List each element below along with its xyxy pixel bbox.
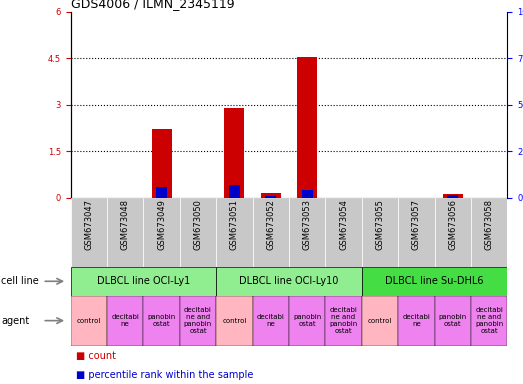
Text: DLBCL line OCI-Ly1: DLBCL line OCI-Ly1	[97, 276, 190, 286]
Bar	[289, 198, 325, 267]
Text: GSM673048: GSM673048	[121, 199, 130, 250]
Bar	[107, 296, 143, 346]
Bar	[362, 296, 398, 346]
Text: control: control	[76, 318, 101, 324]
Bar	[398, 198, 435, 267]
Bar	[471, 296, 507, 346]
Text: decitabi
ne and
panobin
ostat: decitabi ne and panobin ostat	[329, 307, 358, 334]
Bar	[398, 296, 435, 346]
Text: decitabi
ne: decitabi ne	[402, 314, 430, 327]
Bar	[362, 198, 398, 267]
Bar	[265, 196, 276, 198]
Text: GSM673052: GSM673052	[266, 199, 275, 250]
Bar	[143, 198, 180, 267]
Text: agent: agent	[1, 316, 29, 326]
Bar	[224, 108, 244, 198]
Text: GSM673055: GSM673055	[376, 199, 384, 250]
Bar	[261, 193, 281, 198]
Bar	[216, 198, 253, 267]
Text: decitabi
ne: decitabi ne	[257, 314, 285, 327]
Text: GSM673056: GSM673056	[448, 199, 457, 250]
Bar	[143, 296, 180, 346]
Text: panobin
ostat: panobin ostat	[439, 314, 467, 327]
Bar	[216, 267, 362, 296]
Text: GSM673053: GSM673053	[303, 199, 312, 250]
Bar	[71, 296, 107, 346]
Bar	[325, 296, 362, 346]
Text: cell line: cell line	[1, 276, 39, 286]
Text: GSM673057: GSM673057	[412, 199, 421, 250]
Bar	[71, 267, 216, 296]
Bar	[442, 194, 463, 198]
Bar	[362, 267, 507, 296]
Bar	[71, 198, 107, 267]
Bar	[229, 185, 240, 198]
Text: DLBCL line OCI-Ly10: DLBCL line OCI-Ly10	[239, 276, 339, 286]
Bar	[289, 296, 325, 346]
Bar	[253, 198, 289, 267]
Text: decitabi
ne and
panobin
ostat: decitabi ne and panobin ostat	[184, 307, 212, 334]
Text: decitabi
ne: decitabi ne	[111, 314, 139, 327]
Text: decitabi
ne and
panobin
ostat: decitabi ne and panobin ostat	[475, 307, 503, 334]
Bar	[107, 198, 143, 267]
Text: ■ count: ■ count	[76, 351, 116, 361]
Text: GSM673049: GSM673049	[157, 199, 166, 250]
Text: GSM673058: GSM673058	[485, 199, 494, 250]
Bar	[180, 296, 216, 346]
Bar	[435, 198, 471, 267]
Bar	[302, 190, 313, 198]
Bar	[471, 198, 507, 267]
Bar	[297, 56, 317, 198]
Text: panobin
ostat: panobin ostat	[147, 314, 176, 327]
Text: GDS4006 / ILMN_2345119: GDS4006 / ILMN_2345119	[71, 0, 234, 10]
Text: ■ percentile rank within the sample: ■ percentile rank within the sample	[76, 370, 253, 380]
Bar	[216, 296, 253, 346]
Bar	[156, 187, 167, 198]
Text: GSM673050: GSM673050	[194, 199, 202, 250]
Text: GSM673054: GSM673054	[339, 199, 348, 250]
Bar	[325, 198, 362, 267]
Text: GSM673047: GSM673047	[84, 199, 93, 250]
Bar	[435, 296, 471, 346]
Bar	[152, 129, 172, 198]
Text: control: control	[368, 318, 392, 324]
Bar	[180, 198, 216, 267]
Text: DLBCL line Su-DHL6: DLBCL line Su-DHL6	[385, 276, 484, 286]
Bar	[253, 296, 289, 346]
Bar	[447, 195, 458, 198]
Text: panobin
ostat: panobin ostat	[293, 314, 321, 327]
Text: control: control	[222, 318, 246, 324]
Text: GSM673051: GSM673051	[230, 199, 239, 250]
